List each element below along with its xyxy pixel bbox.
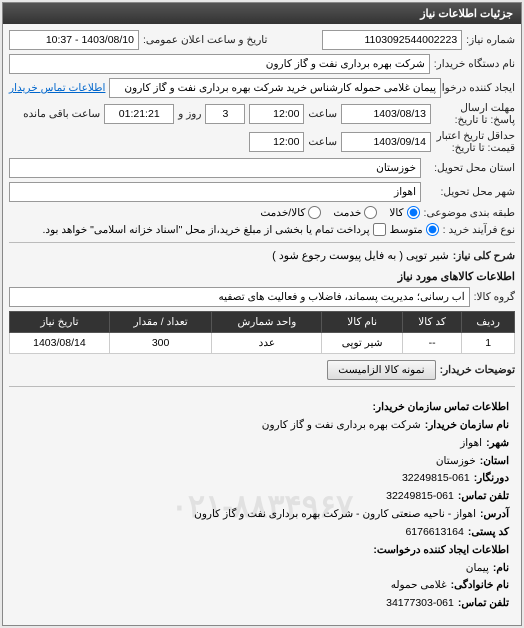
creator-phone-value: 34177303-061 bbox=[386, 595, 454, 613]
row-city: شهر محل تحویل: bbox=[9, 182, 515, 202]
radio-medium[interactable]: متوسط bbox=[390, 223, 439, 236]
radio-goods[interactable]: کالا bbox=[389, 206, 419, 219]
buyer-notes-label: توضیحات خریدار: bbox=[440, 364, 515, 376]
contact-fax-label: دورنگار: bbox=[474, 470, 509, 488]
th-qty: تعداد / مقدار bbox=[109, 312, 212, 333]
panel-body: شماره نیاز: تاریخ و ساعت اعلان عمومی: نا… bbox=[3, 24, 521, 625]
td-row: 1 bbox=[462, 333, 515, 354]
row-creator: ایجاد کننده درخواست: اطلاعات تماس خریدار bbox=[9, 78, 515, 98]
table-header-row: ردیف کد کالا نام کالا واحد شمارش تعداد /… bbox=[10, 312, 515, 333]
validity-time-input[interactable] bbox=[249, 132, 304, 152]
need-number-input[interactable] bbox=[322, 30, 462, 50]
subject-group-radios: کالا خدمت کالا/خدمت bbox=[260, 206, 419, 219]
contact-org-value: شرکت بهره برداری نفت و گاز کارون bbox=[262, 417, 421, 435]
contact-section: اطلاعات تماس سازمان خریدار: نام سازمان خ… bbox=[9, 393, 515, 619]
contact-city-label: شهر: bbox=[486, 435, 509, 453]
need-details-panel: جزئیات اطلاعات نیاز شماره نیاز: تاریخ و … bbox=[2, 2, 522, 626]
creator-family-label: نام خانوادگی: bbox=[451, 577, 509, 595]
remaining-days-label: روز و bbox=[178, 108, 201, 120]
th-name: نام کالا bbox=[322, 312, 403, 333]
radio-service[interactable]: خدمت bbox=[333, 206, 377, 219]
brief-value: شیر توپی ( به فایل پیوست رجوع شود ) bbox=[272, 249, 449, 262]
province-label: استان محل تحویل: bbox=[425, 162, 515, 174]
row-deadline: مهلت ارسال پاسخ: تا تاریخ: ساعت روز و سا… bbox=[9, 102, 515, 126]
th-unit: واحد شمارش bbox=[212, 312, 322, 333]
row-brief: شرح کلی نیاز: شیر توپی ( به فایل پیوست ر… bbox=[9, 249, 515, 262]
td-code: -- bbox=[402, 333, 461, 354]
row-subject-group: طبقه بندی موضوعی: کالا خدمت کالا/خدمت bbox=[9, 206, 515, 219]
buyer-org-input[interactable] bbox=[9, 54, 430, 74]
td-name: شیر توپی bbox=[322, 333, 403, 354]
remaining-time-input[interactable] bbox=[104, 104, 174, 124]
row-need-number: شماره نیاز: تاریخ و ساعت اعلان عمومی: bbox=[9, 30, 515, 50]
buyer-contact-link[interactable]: اطلاعات تماس خریدار bbox=[9, 82, 105, 94]
goods-group-label: گروه کالا: bbox=[474, 291, 515, 303]
remaining-days-input[interactable] bbox=[205, 104, 245, 124]
city-label: شهر محل تحویل: bbox=[425, 186, 515, 198]
contact-province-value: خوزستان bbox=[436, 453, 476, 471]
contact-postal-value: 6176613164 bbox=[405, 524, 463, 542]
creator-name-value: پیمان bbox=[466, 560, 489, 578]
table-row: 1 -- شیر توپی عدد 300 1403/08/14 bbox=[10, 333, 515, 354]
city-input[interactable] bbox=[9, 182, 421, 202]
sample-required-button[interactable]: نمونه کالا الزامیست bbox=[327, 360, 435, 380]
panel-title: جزئیات اطلاعات نیاز bbox=[3, 3, 521, 24]
remaining-time-label: ساعت باقی مانده bbox=[23, 108, 100, 120]
subject-group-label: طبقه بندی موضوعی: bbox=[424, 207, 515, 219]
row-buyer-org: نام دستگاه خریدار: bbox=[9, 54, 515, 74]
th-code: کد کالا bbox=[402, 312, 461, 333]
radio-goods-service[interactable]: کالا/خدمت bbox=[260, 206, 321, 219]
process-type-label: نوع فرآیند خرید : bbox=[443, 224, 515, 236]
public-date-input[interactable] bbox=[9, 30, 139, 50]
validity-date-input[interactable] bbox=[341, 132, 431, 152]
contact-address-label: آدرس: bbox=[480, 506, 509, 524]
goods-table: ردیف کد کالا نام کالا واحد شمارش تعداد /… bbox=[9, 311, 515, 354]
creator-input[interactable] bbox=[109, 78, 441, 98]
creator-name-label: نام: bbox=[493, 560, 509, 578]
contact-postal-label: کد پستی: bbox=[468, 524, 509, 542]
row-goods-group: گروه کالا: bbox=[9, 287, 515, 307]
checkbox-treasury[interactable]: پرداخت تمام یا بخشی از مبلغ خرید،از محل … bbox=[42, 223, 385, 236]
row-buyer-notes: توضیحات خریدار: نمونه کالا الزامیست bbox=[9, 360, 515, 380]
row-process-type: نوع فرآیند خرید : متوسط پرداخت تمام یا ب… bbox=[9, 223, 515, 236]
creator-phone-label: تلفن تماس: bbox=[458, 595, 509, 613]
th-date: تاریخ نیاز bbox=[10, 312, 110, 333]
brief-label: شرح کلی نیاز: bbox=[453, 250, 515, 262]
contact-fax-value: 32249815-061 bbox=[402, 470, 470, 488]
buyer-org-label: نام دستگاه خریدار: bbox=[434, 58, 515, 70]
creator-section-title: اطلاعات ایجاد کننده درخواست: bbox=[15, 542, 509, 560]
deadline-time-input[interactable] bbox=[249, 104, 304, 124]
td-date: 1403/08/14 bbox=[10, 333, 110, 354]
deadline-time-label: ساعت bbox=[308, 108, 337, 120]
contact-phone-label: تلفن تماس: bbox=[458, 488, 509, 506]
deadline-label: مهلت ارسال پاسخ: تا تاریخ: bbox=[435, 102, 515, 126]
validity-time-label: ساعت bbox=[308, 136, 337, 148]
deadline-date-input[interactable] bbox=[341, 104, 431, 124]
row-province: استان محل تحویل: bbox=[9, 158, 515, 178]
goods-section-title: اطلاعات کالاهای مورد نیاز bbox=[9, 270, 515, 283]
province-input[interactable] bbox=[9, 158, 421, 178]
contact-phone-value: 32249815-061 bbox=[386, 488, 454, 506]
contact-address-value: اهواز - ناحیه صنعتی کارون - شرکت بهره بر… bbox=[194, 506, 476, 524]
td-qty: 300 bbox=[109, 333, 212, 354]
td-unit: عدد bbox=[212, 333, 322, 354]
goods-group-input[interactable] bbox=[9, 287, 470, 307]
need-number-label: شماره نیاز: bbox=[466, 34, 515, 46]
creator-family-value: غلامی حموله bbox=[391, 577, 447, 595]
creator-label: ایجاد کننده درخواست: bbox=[445, 82, 515, 94]
contact-city-value: اهواز bbox=[460, 435, 482, 453]
contact-province-label: استان: bbox=[480, 453, 509, 471]
th-row: ردیف bbox=[462, 312, 515, 333]
validity-label: حداقل تاریخ اعتبار قیمت: تا تاریخ: bbox=[435, 130, 515, 154]
row-validity: حداقل تاریخ اعتبار قیمت: تا تاریخ: ساعت bbox=[9, 130, 515, 154]
contact-org-label: نام سازمان خریدار: bbox=[425, 417, 509, 435]
public-date-label: تاریخ و ساعت اعلان عمومی: bbox=[143, 34, 267, 46]
contact-title: اطلاعات تماس سازمان خریدار: bbox=[15, 399, 509, 417]
